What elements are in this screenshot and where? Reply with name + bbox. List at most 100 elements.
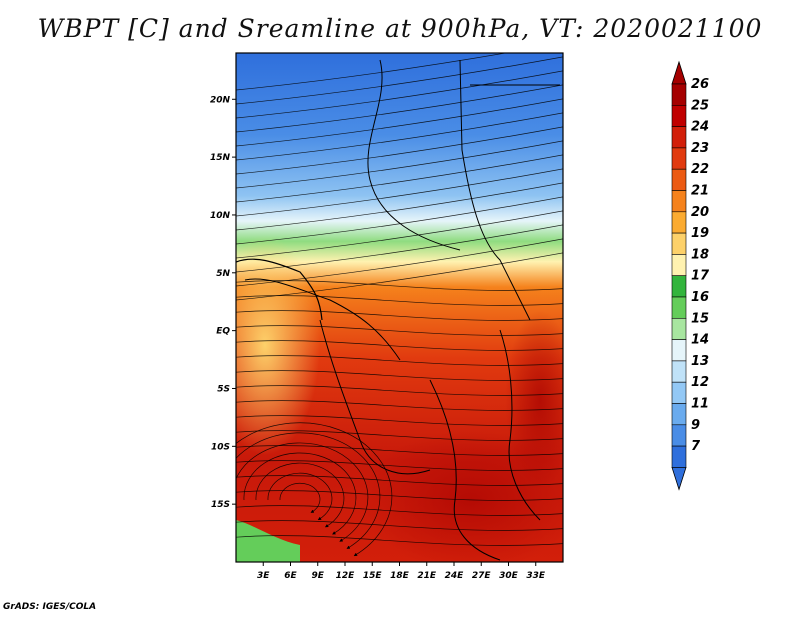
streamlines <box>236 53 563 557</box>
streamline <box>236 280 563 291</box>
streamline <box>236 355 563 366</box>
streamline <box>236 210 563 259</box>
colorbar-swatch <box>671 254 687 276</box>
lon-tick-label: 3E <box>257 571 270 581</box>
colorbar-swatch <box>671 83 687 106</box>
colorbar-label: 9 <box>691 418 700 433</box>
colorbar-label: 21 <box>691 184 709 199</box>
streamline <box>236 53 508 91</box>
streamline <box>236 385 563 396</box>
streamline <box>267 472 333 521</box>
lat-tick-label: EQ <box>216 327 230 337</box>
streamline <box>255 462 345 528</box>
colorbar-swatch <box>671 232 687 255</box>
colorbar-label: 19 <box>691 226 709 241</box>
country-borders <box>244 59 560 561</box>
west-warm-region <box>236 235 320 455</box>
colorbar-label: 15 <box>691 311 709 326</box>
colorbar-swatch <box>671 168 687 191</box>
colorbar: 26 25 24 23 22 21 20 19 18 17 16 15 14 13 12 11 9 7 <box>671 60 710 491</box>
colorbar-label: 13 <box>691 354 709 369</box>
colorbar-label: 24 <box>691 120 709 135</box>
colorbar-label: 26 <box>691 77 709 92</box>
colorbar-swatch <box>671 105 687 127</box>
lon-tick-label: 24E <box>445 571 465 581</box>
streamline <box>236 415 563 426</box>
colorbar-label: 18 <box>691 247 709 262</box>
streamline <box>236 70 563 119</box>
colorbar-label: 22 <box>691 162 709 177</box>
streamline <box>236 98 563 147</box>
colorbar-swatch <box>671 126 687 149</box>
colorbar-swatch <box>671 147 687 170</box>
colorbar-label: 14 <box>691 333 709 348</box>
colorbar-swatch <box>671 317 687 340</box>
colorbar-label: 17 <box>691 269 710 284</box>
lat-tick-label: 15S <box>211 500 230 510</box>
chart-title: WBPT [C] and Sreamline at 900hPa, VT: 20… <box>37 14 763 43</box>
lon-tick-label: 12E <box>336 571 356 581</box>
lon-tick-label: 6E <box>284 571 297 581</box>
colorbar-label: 11 <box>691 397 709 412</box>
streamline <box>236 325 563 336</box>
streamline <box>236 182 563 231</box>
colorbar-label: 23 <box>691 141 709 156</box>
colorbar-label: 25 <box>691 98 709 113</box>
lon-tick-label: 18E <box>390 571 410 581</box>
southwest-cool-region <box>236 520 300 562</box>
streamline <box>236 168 563 217</box>
colorbar-swatch <box>671 296 687 319</box>
streamline <box>236 112 563 161</box>
colorbar-swatch <box>671 339 687 362</box>
streamline <box>236 310 563 321</box>
colorbar-swatch <box>671 403 687 426</box>
colorbar-label: 20 <box>691 205 709 220</box>
streamline <box>236 535 563 546</box>
lat-tick-label: 5S <box>217 384 230 394</box>
lon-tick-label: 9E <box>312 571 325 581</box>
streamline <box>236 422 393 557</box>
lat-tick-label: 20N <box>210 95 231 105</box>
colorbar-top-arrow <box>671 60 687 85</box>
streamline <box>236 432 381 549</box>
streamline <box>236 238 563 287</box>
longitude-axis: 3E 6E 9E 12E 15E 18E 21E 24E 27E 30E 33E <box>257 562 546 581</box>
lat-tick-label: 10N <box>210 211 231 221</box>
lon-tick-label: 21E <box>417 571 437 581</box>
map-plot-area <box>236 53 563 562</box>
streamline <box>236 340 563 351</box>
colorbar-swatch <box>671 360 687 383</box>
streamline <box>236 196 563 245</box>
streamline <box>236 430 563 441</box>
colorbar-swatch <box>671 190 687 213</box>
streamline <box>236 442 369 542</box>
streamline <box>236 400 563 411</box>
colorbar-swatch <box>671 211 687 234</box>
south-hot-region <box>360 430 563 562</box>
colorbar-label: 7 <box>691 439 701 454</box>
grads-credit: GrADS: IGES/COLA <box>3 602 97 612</box>
streamline <box>236 505 563 516</box>
lat-tick-label: 15N <box>210 153 231 163</box>
streamline <box>236 490 563 501</box>
streamline <box>236 370 563 381</box>
colorbar-swatch <box>671 381 687 404</box>
lon-tick-label: 30E <box>499 571 519 581</box>
streamline <box>236 56 563 105</box>
streamline <box>236 84 563 133</box>
latitude-axis: 20N 15N 10N 5N EQ 5S 10S 15S <box>210 95 236 510</box>
east-hot-region <box>505 310 563 490</box>
streamline <box>236 445 563 456</box>
streamline <box>243 452 357 535</box>
streamline <box>236 520 563 531</box>
colorbar-swatch <box>671 445 687 468</box>
colorbar-label: 16 <box>691 290 709 305</box>
streamline <box>236 295 563 306</box>
colorbar-swatch <box>671 275 687 298</box>
streamline <box>236 140 563 189</box>
lon-tick-label: 33E <box>526 571 546 581</box>
lon-tick-label: 15E <box>363 571 383 581</box>
colorbar-bottom-arrow <box>671 466 687 491</box>
colorbar-label: 12 <box>691 375 709 390</box>
